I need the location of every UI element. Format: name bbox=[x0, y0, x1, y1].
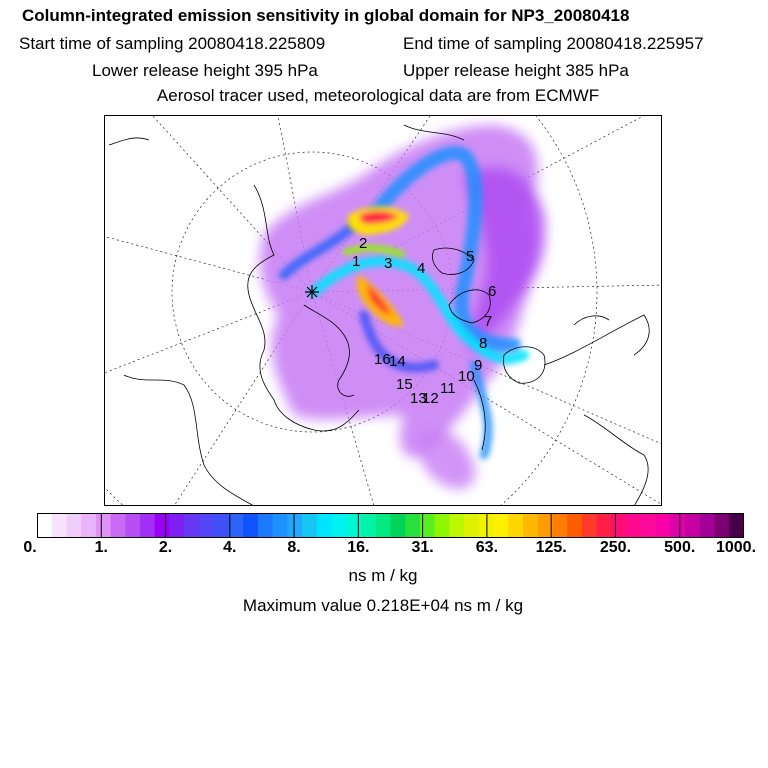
colorbar-tick-label: 250. bbox=[599, 539, 632, 556]
track-label: 11 bbox=[440, 380, 456, 397]
colorbar-swatch bbox=[419, 513, 436, 538]
colorbar-swatch bbox=[213, 513, 229, 538]
colorbar-swatch bbox=[729, 513, 744, 538]
colorbar-swatch bbox=[37, 513, 53, 538]
colorbar-swatch bbox=[640, 513, 657, 538]
tracer-info: Aerosol tracer used, meteorological data… bbox=[156, 86, 600, 105]
colorbar-swatch bbox=[243, 513, 259, 538]
colorbar-swatch bbox=[228, 513, 244, 538]
colorbar-tick-label: 1000. bbox=[715, 539, 757, 556]
colorbar-swatch bbox=[66, 513, 82, 538]
colorbar-tick-label: 8. bbox=[287, 539, 301, 556]
colorbar-swatch bbox=[184, 513, 200, 538]
colorbar-swatch bbox=[375, 513, 391, 538]
colorbar-swatch bbox=[154, 513, 171, 538]
colorbar-tick-label: 31. bbox=[411, 539, 434, 556]
colorbar-swatch bbox=[434, 513, 450, 538]
colorbar-tick-label: 16. bbox=[347, 539, 370, 556]
track-label: 13 bbox=[410, 390, 427, 407]
colorbar-swatch bbox=[596, 513, 612, 538]
colorbar-tick-label: 2. bbox=[158, 539, 173, 556]
track-label: 16 bbox=[374, 351, 391, 368]
track-label: 14 bbox=[389, 353, 406, 370]
colorbar-swatch bbox=[316, 513, 333, 538]
colorbar-swatch bbox=[81, 513, 97, 538]
colorbar-swatch bbox=[685, 513, 701, 538]
track-label: 10 bbox=[458, 368, 475, 385]
colorbar-swatch bbox=[581, 513, 598, 538]
maximum-value: Maximum value 0.218E+04 ns m / kg bbox=[242, 596, 524, 615]
plume-high bbox=[342, 206, 409, 327]
colorbar-swatch bbox=[110, 513, 126, 538]
coastlines bbox=[108, 124, 650, 506]
colorbar-swatch bbox=[257, 513, 274, 538]
colorbar-swatch bbox=[140, 513, 156, 538]
end-time: End time of sampling 20080418.225957 bbox=[403, 34, 704, 53]
colorbar-swatch bbox=[567, 513, 583, 538]
colorbar bbox=[37, 513, 744, 538]
track-label: 15 bbox=[396, 376, 413, 393]
track-labels: 1 2 3 4 5 6 7 8 9 10 11 12 13 14 15 16 bbox=[352, 235, 496, 407]
colorbar-swatch bbox=[346, 513, 362, 538]
track-label: 2 bbox=[359, 235, 367, 252]
colorbar-tick-label: 4. bbox=[223, 539, 237, 556]
colorbar-swatch bbox=[493, 513, 509, 538]
colorbar-swatch bbox=[611, 513, 627, 538]
colorbar-swatch bbox=[95, 513, 112, 538]
colorbar-swatch bbox=[464, 513, 480, 538]
track-label: 4 bbox=[417, 260, 425, 277]
colorbar-swatch bbox=[552, 513, 568, 538]
colorbar-swatch bbox=[272, 513, 288, 538]
colorbar-swatch bbox=[169, 513, 185, 538]
track-label: 8 bbox=[479, 335, 487, 352]
colorbar-swatch bbox=[626, 513, 642, 538]
sensitivity-map: 1 2 3 4 5 6 7 8 9 10 11 12 13 14 15 16 bbox=[104, 115, 662, 506]
colorbar-tick-label: 63. bbox=[475, 539, 499, 556]
start-time: Start time of sampling 20080418.225809 bbox=[19, 34, 326, 53]
track-label: 7 bbox=[484, 313, 492, 330]
lower-release-height: Lower release height 395 hPa bbox=[92, 61, 318, 80]
upper-release-height: Upper release height 385 hPa bbox=[403, 61, 629, 80]
colorbar-swatch bbox=[199, 513, 215, 538]
colorbar-swatch bbox=[714, 513, 730, 538]
colorbar-swatch bbox=[51, 513, 67, 538]
colorbar-swatch bbox=[523, 513, 539, 538]
colorbar-swatch bbox=[287, 513, 303, 538]
colorbar-swatch bbox=[361, 513, 377, 538]
figure-title: Column-integrated emission sensitivity i… bbox=[22, 6, 630, 25]
colorbar-swatch bbox=[655, 513, 671, 538]
colorbar-swatch bbox=[449, 513, 465, 538]
colorbar-tick-label: 0. bbox=[23, 539, 37, 556]
colorbar-swatch bbox=[508, 513, 524, 538]
release-point-marker bbox=[305, 285, 319, 299]
plume-low bbox=[259, 125, 545, 489]
colorbar-tick-label: 125. bbox=[535, 539, 567, 556]
colorbar-swatch bbox=[537, 513, 554, 538]
colorbar-swatch bbox=[331, 513, 347, 538]
colorbar-swatch bbox=[390, 513, 406, 538]
colorbar-swatch bbox=[670, 513, 686, 538]
track-label: 1 bbox=[352, 253, 360, 270]
track-label: 9 bbox=[474, 357, 482, 374]
track-label: 5 bbox=[466, 248, 474, 265]
track-label: 6 bbox=[488, 283, 496, 300]
plume-mid bbox=[279, 146, 529, 460]
colorbar-tick-label: 1. bbox=[94, 539, 108, 556]
unit-label: ns m / kg bbox=[348, 566, 418, 585]
track-label: 12 bbox=[422, 390, 439, 407]
colorbar-swatch bbox=[125, 513, 141, 538]
colorbar-swatch bbox=[699, 513, 716, 538]
track-label: 3 bbox=[384, 255, 392, 272]
colorbar-swatch bbox=[405, 513, 421, 538]
colorbar-swatch bbox=[302, 513, 318, 538]
colorbar-tick-label: 500. bbox=[664, 539, 696, 556]
